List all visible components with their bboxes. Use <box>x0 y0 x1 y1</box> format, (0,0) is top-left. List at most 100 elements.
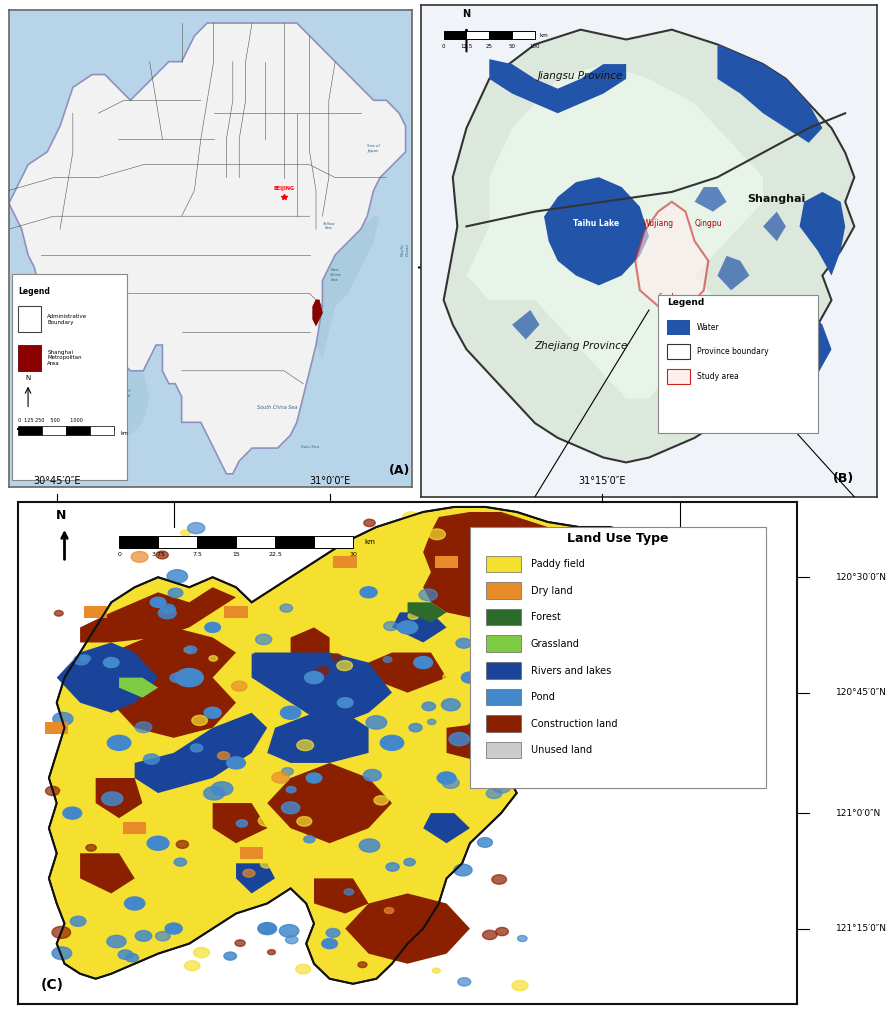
Text: Grassland: Grassland <box>531 639 579 649</box>
Bar <box>667 369 690 383</box>
Text: 0  125 250    500       1000: 0 125 250 500 1000 <box>19 419 83 423</box>
Circle shape <box>363 770 381 781</box>
Text: Land Use Type: Land Use Type <box>567 532 669 546</box>
Circle shape <box>282 802 299 814</box>
Circle shape <box>272 772 289 783</box>
Circle shape <box>495 928 509 936</box>
Circle shape <box>442 778 459 788</box>
Circle shape <box>86 845 97 851</box>
Circle shape <box>443 671 459 682</box>
Polygon shape <box>313 300 323 325</box>
Text: (A): (A) <box>388 463 410 477</box>
Circle shape <box>454 864 472 876</box>
Polygon shape <box>323 100 406 229</box>
Polygon shape <box>777 310 831 399</box>
Circle shape <box>398 621 417 634</box>
Text: 12.5: 12.5 <box>461 45 472 50</box>
Circle shape <box>512 981 528 991</box>
Text: Taihu Lake: Taihu Lake <box>573 219 619 228</box>
Circle shape <box>204 707 222 718</box>
Circle shape <box>231 681 247 692</box>
Circle shape <box>456 638 471 648</box>
Text: Pacific
Ocean: Pacific Ocean <box>401 242 410 256</box>
Circle shape <box>126 953 138 962</box>
Polygon shape <box>718 256 750 290</box>
Circle shape <box>437 881 446 887</box>
Circle shape <box>360 587 377 598</box>
Circle shape <box>337 660 353 670</box>
Text: 0: 0 <box>442 45 446 50</box>
Circle shape <box>441 678 460 691</box>
Polygon shape <box>236 863 275 893</box>
Circle shape <box>243 869 255 877</box>
Circle shape <box>422 702 436 711</box>
Circle shape <box>408 612 419 620</box>
Polygon shape <box>369 653 447 693</box>
Circle shape <box>429 529 446 539</box>
Circle shape <box>483 930 497 940</box>
Circle shape <box>204 787 224 800</box>
Circle shape <box>259 815 276 826</box>
Circle shape <box>255 634 272 645</box>
Circle shape <box>435 766 447 773</box>
Text: Legend: Legend <box>19 287 51 295</box>
Text: Jiashan: Jiashan <box>658 293 686 302</box>
Polygon shape <box>291 628 330 662</box>
Circle shape <box>437 772 456 784</box>
Circle shape <box>184 961 200 970</box>
Bar <box>667 345 690 359</box>
Text: Sulu Sea: Sulu Sea <box>300 445 319 449</box>
Bar <box>90 426 114 435</box>
Bar <box>486 608 521 626</box>
Circle shape <box>268 950 276 955</box>
Circle shape <box>384 657 392 662</box>
Text: South China Sea: South China Sea <box>258 406 298 411</box>
Text: N: N <box>56 509 66 522</box>
Text: Zhejiang Province: Zhejiang Province <box>534 342 627 351</box>
Bar <box>470 527 766 788</box>
Circle shape <box>333 560 344 567</box>
Circle shape <box>209 656 218 661</box>
Circle shape <box>384 622 398 631</box>
Text: East
China
Sea: East China Sea <box>330 269 341 282</box>
Circle shape <box>297 740 314 750</box>
Circle shape <box>305 671 323 683</box>
Circle shape <box>359 839 380 852</box>
Circle shape <box>144 754 159 765</box>
Polygon shape <box>80 853 135 893</box>
Text: Bay of
Bengal: Bay of Bengal <box>117 389 131 397</box>
Text: Forest: Forest <box>531 612 561 623</box>
Polygon shape <box>466 64 763 399</box>
Circle shape <box>184 646 197 654</box>
Bar <box>486 715 521 732</box>
Polygon shape <box>763 212 786 241</box>
Circle shape <box>150 936 160 942</box>
Polygon shape <box>119 677 158 698</box>
Polygon shape <box>316 216 367 358</box>
Bar <box>19 306 41 333</box>
Circle shape <box>385 908 393 914</box>
Circle shape <box>175 858 187 866</box>
Circle shape <box>322 939 338 949</box>
Circle shape <box>486 789 501 799</box>
Bar <box>466 30 489 40</box>
Circle shape <box>176 841 189 849</box>
Circle shape <box>165 923 183 934</box>
Circle shape <box>279 925 299 937</box>
Bar <box>435 556 458 568</box>
Bar <box>658 295 818 433</box>
Circle shape <box>227 756 245 769</box>
Circle shape <box>458 977 470 986</box>
Text: (C): (C) <box>41 977 64 992</box>
Text: 120°45′0″N: 120°45′0″N <box>836 689 886 698</box>
Circle shape <box>380 735 404 750</box>
Bar <box>489 30 512 40</box>
Circle shape <box>237 819 247 827</box>
Polygon shape <box>309 216 380 306</box>
Circle shape <box>285 936 298 944</box>
Bar <box>66 426 90 435</box>
Bar <box>19 426 43 435</box>
Circle shape <box>246 648 254 654</box>
Polygon shape <box>512 310 540 340</box>
Circle shape <box>191 715 207 725</box>
